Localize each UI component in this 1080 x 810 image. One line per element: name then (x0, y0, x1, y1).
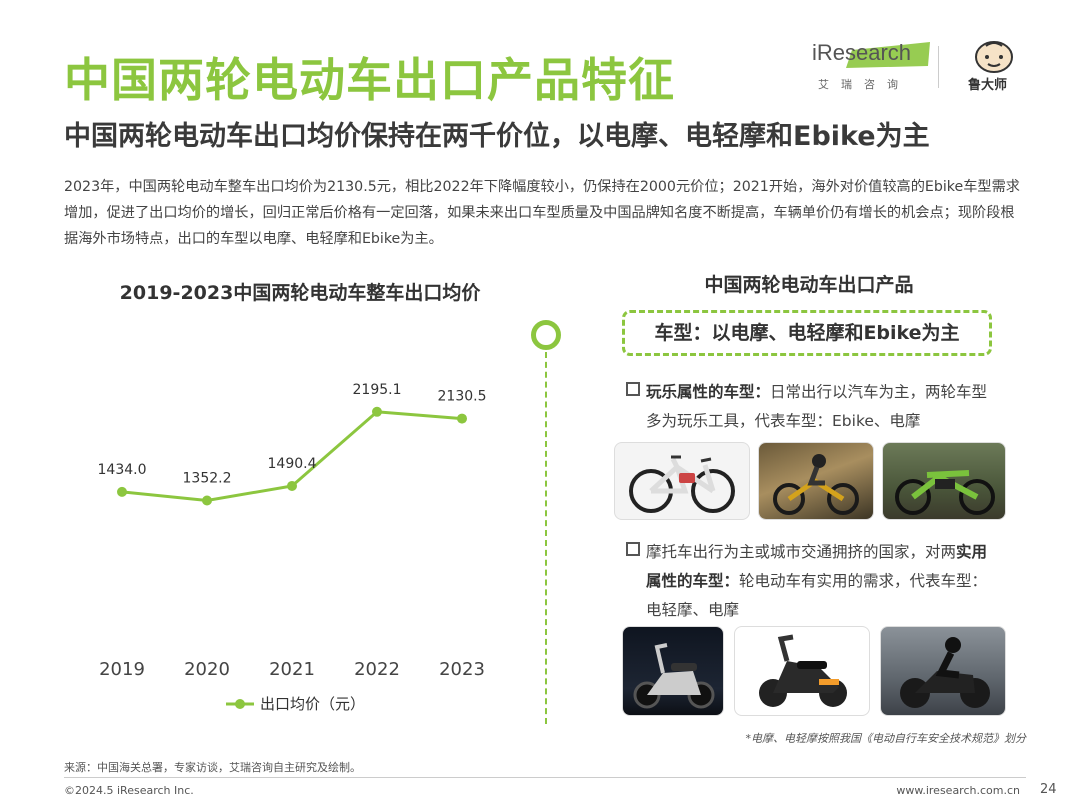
data-point (117, 486, 127, 497)
bullet-2-text-2: 轮电动车有实用的需求，代表车型： (739, 572, 988, 590)
x-tick-label: 2020 (184, 659, 230, 680)
iresearch-logo-cn: 艾瑞咨询 (818, 78, 910, 91)
logo-area: iResearch 艾瑞咨询 鲁大师 (812, 40, 1022, 96)
electric-scooter-dark-image (622, 626, 724, 716)
page-title: 中国两轮电动车出口产品特征 (64, 53, 675, 107)
divider-line (545, 352, 547, 724)
data-label: 1352.2 (183, 471, 232, 487)
electric-scooter-black-image (734, 626, 870, 716)
offroad-ebike-rider-image (758, 442, 874, 520)
offroad-ebike-green-image (882, 442, 1006, 520)
divider-circle-icon (531, 320, 561, 350)
electric-motorcycle-rider-image (880, 626, 1006, 716)
x-tick-label: 2023 (439, 659, 485, 680)
legend-label: 出口均价（元） (260, 695, 365, 713)
footer-divider (64, 777, 1026, 778)
website-url: www.iresearch.com.cn (896, 784, 1020, 797)
ebike-white-image (614, 442, 750, 520)
bullet-1-text: 日常出行以汽车为主，两轮车型 (770, 383, 988, 401)
bullet-2-bold-2: 属性的车型： (646, 572, 740, 590)
ludashi-face-icon (975, 41, 1013, 73)
chart-title: 2019-2023中国两轮电动车整车出口均价 (119, 282, 481, 304)
line-chart: 1434.0 1352.2 1490.4 2195.1 2130.5 2019 2020 20… (98, 382, 487, 713)
bullet-1-line2: 多为玩乐工具，代表车型：Ebike、电摩 (646, 412, 921, 430)
bullet-2-bold-1: 实用 (956, 543, 988, 561)
data-label: 1434.0 (98, 462, 147, 478)
copyright: ©2024.5 iResearch Inc. (64, 784, 194, 797)
bullet-2-line3: 电轻摩、电摩 (646, 601, 740, 619)
checkbox-square-icon (626, 542, 640, 556)
data-point (202, 495, 212, 506)
x-tick-label: 2019 (99, 659, 145, 680)
bullet-practical: 摩托车出行为主或城市交通拥挤的国家，对两实用 属性的车型：轮电动车有实用的需求，… (626, 538, 1021, 625)
x-tick-label: 2021 (269, 659, 315, 680)
source-note: 来源：中国海关总署，专家访谈，艾瑞咨询自主研究及绘制。 (64, 761, 361, 774)
checkbox-square-icon (626, 382, 640, 396)
data-point (287, 480, 297, 491)
bullet-2-text-1: 摩托车出行为主或城市交通拥挤的国家，对两 (646, 543, 957, 561)
data-label: 2130.5 (438, 389, 487, 405)
iresearch-logo-text: iResearch (812, 40, 912, 65)
iresearch-logo-mark (846, 42, 930, 68)
data-label: 1490.4 (268, 456, 317, 472)
ludashi-logo-text: 鲁大师 (968, 78, 1008, 93)
logo-separator (938, 46, 939, 88)
data-point (372, 406, 382, 417)
iresearch-logo: iResearch 艾瑞咨询 (812, 40, 932, 96)
bullet-1-bold: 玩乐属性的车型： (646, 383, 771, 401)
bullet-entertainment: 玩乐属性的车型：日常出行以汽车为主，两轮车型 多为玩乐工具，代表车型：Ebike… (626, 378, 1021, 436)
classification-note: *电摩、电轻摩按照我国《电动自行车安全技术规范》划分 (745, 732, 1027, 745)
intro-paragraph: 2023年，中国两轮电动车整车出口均价为2130.5元，相比2022年下降幅度较… (64, 179, 1020, 247)
x-tick-label: 2022 (354, 659, 400, 680)
data-point (457, 413, 467, 424)
page-subtitle: 中国两轮电动车出口均价保持在两千价位，以电摩、电轻摩和Ebike为主 (64, 121, 930, 152)
data-label: 2195.1 (353, 382, 402, 398)
highlight-box: 车型：以电摩、电轻摩和Ebike为主 (622, 310, 992, 356)
right-panel-title: 中国两轮电动车出口产品 (704, 274, 914, 296)
page-number: 24 (1040, 782, 1057, 797)
legend-marker (235, 699, 245, 709)
